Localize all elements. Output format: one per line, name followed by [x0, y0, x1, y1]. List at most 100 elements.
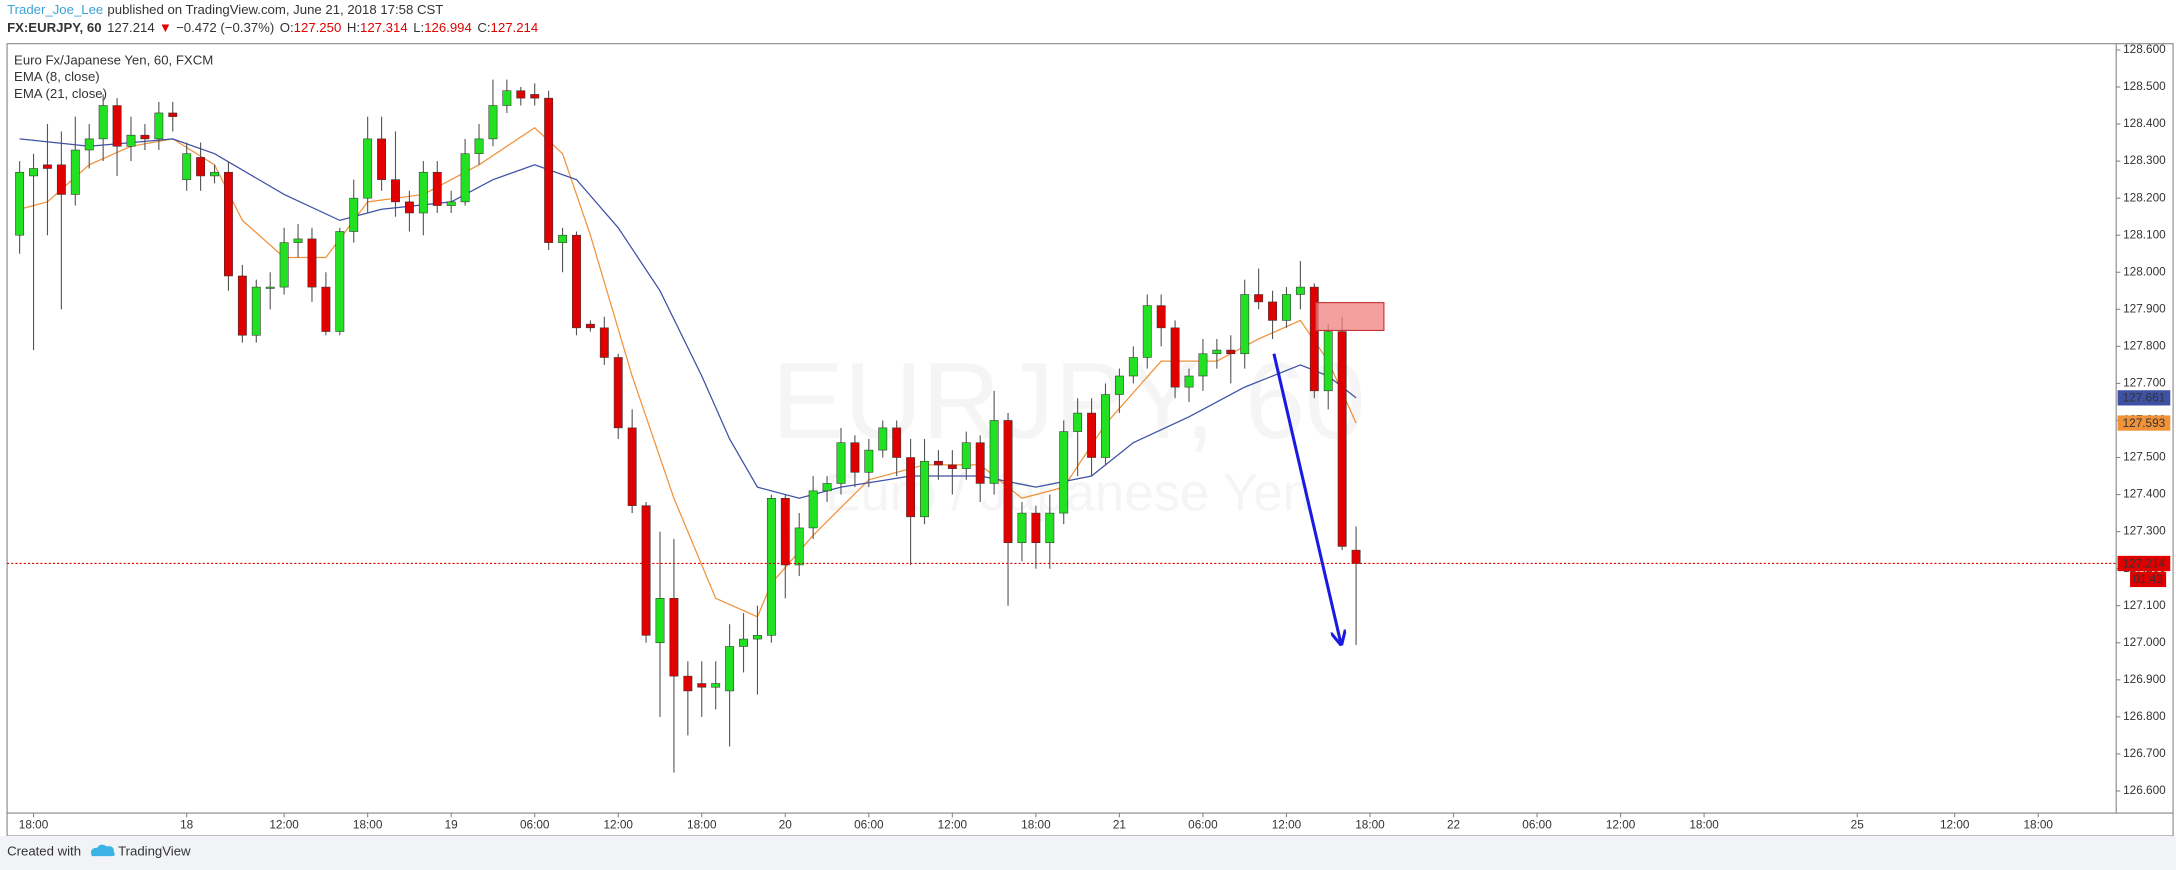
candle-body — [321, 286, 331, 332]
candle-body — [808, 490, 818, 529]
ohlc-label: C: — [477, 21, 490, 36]
candle-body — [683, 675, 693, 692]
candle-body — [43, 164, 52, 169]
candle-body — [56, 164, 66, 195]
y-tick-label: 127.500 — [2123, 451, 2166, 464]
candle-body — [711, 683, 721, 688]
x-tick-label: 19 — [445, 819, 458, 832]
last-price-label: 127.214 — [2123, 557, 2166, 570]
candle-body — [1268, 301, 1277, 321]
x-tick-label: 25 — [1851, 819, 1865, 832]
y-tick-label: 127.100 — [2123, 599, 2166, 612]
candle-body — [154, 112, 164, 140]
candle-body — [961, 442, 971, 469]
candle-body — [307, 238, 317, 288]
y-tick-label: 128.500 — [2123, 80, 2166, 93]
x-tick-label: 12:00 — [1606, 819, 1636, 832]
trend-arrow — [1272, 353, 1341, 643]
candle-body — [168, 112, 178, 117]
last-price-label-box — [2117, 555, 2171, 572]
candle-body — [558, 234, 567, 243]
candle-body — [265, 286, 275, 289]
candle-body — [349, 197, 359, 232]
y-tick-label: 127.900 — [2123, 302, 2166, 315]
legend-entry: EMA (8, close) — [14, 69, 100, 84]
ohlc-value: 127.214 — [491, 21, 539, 36]
candle-body — [739, 638, 748, 647]
candle-body — [906, 457, 916, 518]
x-tick-label: 18:00 — [2023, 819, 2053, 832]
x-tick-label: 12:00 — [269, 819, 299, 832]
candle-body — [293, 238, 303, 243]
candle-body — [432, 171, 442, 206]
candle-body — [224, 171, 233, 277]
candle-body — [1003, 420, 1013, 544]
x-tick-label: 18:00 — [687, 819, 717, 832]
x-tick-label: 12:00 — [938, 819, 968, 832]
x-tick-label: 06:00 — [1188, 819, 1218, 832]
y-tick-label: 127.800 — [2123, 339, 2166, 352]
candle-body — [1087, 412, 1097, 458]
published: published on TradingView.com, June 21, 2… — [107, 3, 443, 18]
y-tick-label: 128.600 — [2123, 43, 2166, 56]
candle-body — [697, 683, 707, 688]
candle-body — [1128, 357, 1138, 377]
y-tick-label: 128.000 — [2123, 265, 2166, 278]
candle-body — [1170, 327, 1180, 388]
candle-body — [544, 97, 554, 243]
author-link[interactable]: Trader_Joe_Lee — [7, 3, 103, 18]
y-tick-label: 127.000 — [2123, 636, 2166, 649]
ema-price-label: 127.593 — [2123, 417, 2166, 430]
ohlc-value: 126.994 — [424, 21, 472, 36]
candle-body — [585, 323, 595, 329]
ohlc-value: 127.314 — [360, 21, 408, 36]
candle-body — [196, 157, 206, 177]
candle-body — [516, 90, 526, 99]
ohlc-label: H: — [347, 21, 360, 36]
candle-body — [613, 357, 623, 429]
candle-body — [84, 138, 94, 151]
candle-body — [655, 598, 665, 644]
x-tick-label: 18:00 — [1021, 819, 1051, 832]
y-tick-label: 126.600 — [2123, 784, 2166, 797]
candle-body — [1351, 549, 1361, 564]
candle-body — [599, 327, 609, 358]
candle-body — [1323, 331, 1333, 392]
candle-body — [1337, 331, 1347, 547]
candle-body — [251, 286, 261, 336]
ema-line — [19, 138, 1357, 499]
candle-body — [1101, 394, 1110, 458]
ema-price-label-box — [2117, 415, 2171, 431]
y-tick-label: 128.200 — [2123, 191, 2166, 204]
candle-body — [1114, 375, 1124, 395]
x-tick-label: 20 — [779, 819, 793, 832]
footer-brand[interactable]: TradingView — [118, 843, 191, 858]
candle-body — [182, 153, 192, 180]
candle-body — [766, 497, 776, 636]
y-tick-label: 128.400 — [2123, 117, 2166, 130]
x-tick-label: 18:00 — [19, 819, 49, 832]
countdown-box — [2130, 571, 2167, 588]
candle-body — [363, 138, 373, 199]
x-tick-label: 12:00 — [1940, 819, 1970, 832]
candle-body — [1184, 375, 1194, 388]
y-tick-label: 126.800 — [2123, 710, 2166, 723]
candle-body — [474, 138, 484, 154]
x-tick-label: 12:00 — [603, 819, 633, 832]
watermark: EURJPY, 60 — [772, 340, 1366, 461]
candle-body — [1254, 294, 1264, 303]
candle-body — [29, 168, 38, 177]
candle-body — [975, 442, 985, 484]
candle-body — [1156, 305, 1166, 329]
ohlc-value: 127.250 — [294, 21, 342, 36]
y-tick-label: 128.100 — [2123, 228, 2166, 241]
candle-body — [753, 635, 762, 640]
candle-body — [822, 483, 832, 492]
candle-body — [1282, 294, 1291, 321]
candle-body — [1240, 294, 1250, 355]
x-tick-label: 06:00 — [854, 819, 884, 832]
candle-body — [335, 231, 345, 332]
candle-body — [572, 234, 581, 329]
candle-body — [1142, 305, 1152, 358]
